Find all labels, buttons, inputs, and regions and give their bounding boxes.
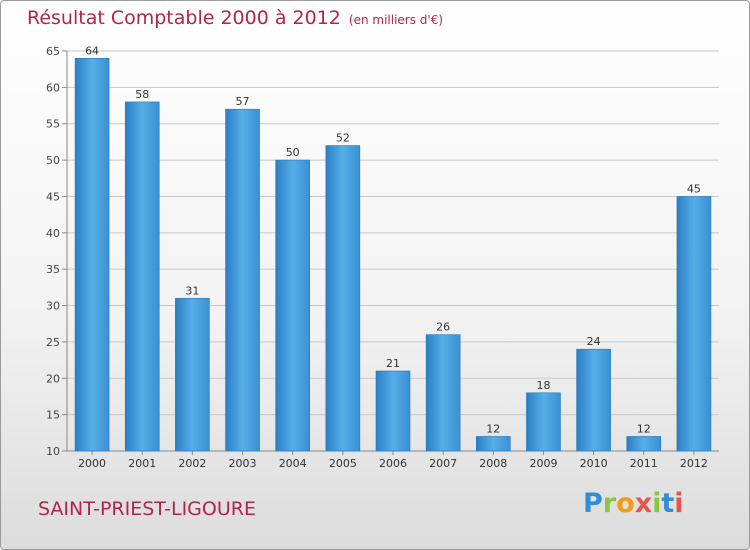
y-tick-label: 10 <box>46 445 60 458</box>
y-tick-label: 60 <box>46 81 60 94</box>
y-tick-label: 65 <box>46 45 60 58</box>
logo-letter: o <box>616 488 635 519</box>
x-tick-label: 2009 <box>529 457 557 470</box>
bar <box>275 159 310 452</box>
y-tick-label: 15 <box>46 409 60 422</box>
data-label: 18 <box>536 379 550 392</box>
y-tick-label: 30 <box>46 300 60 313</box>
bar <box>375 370 411 452</box>
axes: 10 15 20 25 30 35 40 45 50 55 60 65 <box>46 45 719 458</box>
x-tick-label: 2012 <box>680 457 708 470</box>
bar <box>124 101 160 452</box>
bar <box>576 348 611 452</box>
data-label: 64 <box>85 44 99 57</box>
y-tick-label: 35 <box>46 263 60 276</box>
y-tick-label: 25 <box>46 336 60 349</box>
y-tick-label: 50 <box>46 154 60 167</box>
x-tick-label: 2010 <box>580 457 608 470</box>
y-tick-label: 20 <box>46 372 60 385</box>
logo-letter: t <box>661 488 675 519</box>
data-label: 26 <box>436 321 450 334</box>
data-label: 57 <box>236 95 250 108</box>
data-label: 12 <box>486 422 500 435</box>
x-tick-label: 2007 <box>429 457 457 470</box>
data-label: 21 <box>386 357 400 370</box>
x-tick-label: 2006 <box>379 457 407 470</box>
logo-letter: x <box>634 488 653 519</box>
proxiti-logo: Proxiti <box>583 488 684 519</box>
chart-title: Résultat Comptable 2000 à 2012 (en millie… <box>27 7 443 29</box>
logo-letter: P <box>583 488 603 519</box>
x-tick-label: 2004 <box>279 457 307 470</box>
x-tick-label: 2005 <box>329 457 357 470</box>
x-tick-label: 2003 <box>229 457 257 470</box>
data-label: 24 <box>587 335 601 348</box>
y-tick-label: 55 <box>46 118 60 131</box>
bar <box>626 436 662 452</box>
bar <box>74 57 110 452</box>
data-label: 58 <box>135 88 149 101</box>
logo-letter: r <box>602 488 617 519</box>
logo-letter: i <box>674 488 684 519</box>
data-label: 31 <box>185 284 199 297</box>
x-tick-label: 2011 <box>630 457 658 470</box>
data-label: 52 <box>336 132 350 145</box>
bar <box>676 196 712 452</box>
labels: 64 2000 58 2001 31 2002 57 2003 50 2004 52 2005 21 20… <box>78 44 708 470</box>
bars <box>74 57 712 452</box>
chart-title-text: Résultat Comptable 2000 à 2012 <box>27 7 341 29</box>
x-tick-label: 2008 <box>479 457 507 470</box>
data-label: 12 <box>637 422 651 435</box>
bar <box>175 297 210 452</box>
bar <box>476 436 511 452</box>
bar <box>526 392 561 452</box>
y-tick-label: 45 <box>46 190 60 203</box>
place-name: SAINT-PRIEST-LIGOURE <box>38 498 256 520</box>
data-label: 50 <box>286 146 300 159</box>
chart-subtitle: (en milliers d'€) <box>348 13 444 27</box>
x-tick-label: 2001 <box>128 457 156 470</box>
logo-letter: i <box>652 488 662 519</box>
x-tick-label: 2002 <box>178 457 206 470</box>
bar <box>225 108 260 452</box>
data-label: 45 <box>687 182 701 195</box>
x-tick-label: 2000 <box>78 457 106 470</box>
bar <box>325 145 361 452</box>
bar <box>425 334 461 452</box>
y-tick-label: 40 <box>46 227 60 240</box>
